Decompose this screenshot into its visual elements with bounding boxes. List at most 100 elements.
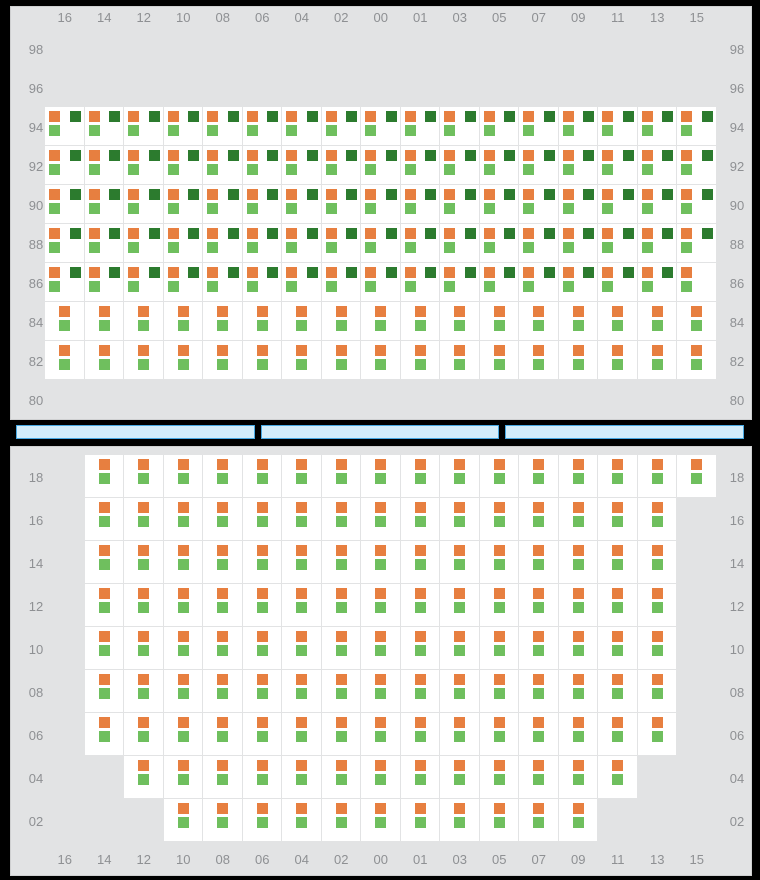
col-label: 06	[250, 11, 274, 24]
col-label: 02	[329, 11, 353, 24]
rack-cell	[45, 68, 85, 107]
status-marker	[612, 588, 623, 599]
status-marker	[168, 125, 179, 136]
row-label: 14	[725, 557, 749, 570]
status-marker	[336, 502, 347, 513]
status-marker	[89, 242, 100, 253]
status-marker	[207, 164, 218, 175]
status-marker	[533, 359, 544, 370]
status-marker	[523, 267, 534, 278]
status-marker	[307, 189, 318, 200]
status-marker	[612, 688, 623, 699]
status-marker	[336, 803, 347, 814]
rack-cell	[282, 29, 322, 68]
status-marker	[247, 267, 258, 278]
status-marker	[454, 345, 465, 356]
status-marker	[563, 228, 574, 239]
status-marker	[533, 760, 544, 771]
status-marker	[89, 164, 100, 175]
rack-cell	[45, 541, 85, 584]
status-marker	[188, 150, 199, 161]
status-marker	[454, 473, 465, 484]
status-marker	[494, 717, 505, 728]
rack-cell	[638, 68, 678, 107]
col-label: 12	[132, 853, 156, 866]
status-marker	[365, 125, 376, 136]
status-marker	[138, 760, 149, 771]
status-marker	[533, 502, 544, 513]
status-marker	[573, 717, 584, 728]
status-marker	[425, 267, 436, 278]
rack-cell	[440, 29, 480, 68]
rack-cell	[45, 799, 85, 842]
status-marker	[138, 516, 149, 527]
status-marker	[454, 817, 465, 828]
status-marker	[365, 164, 376, 175]
status-marker	[365, 267, 376, 278]
status-marker	[691, 459, 702, 470]
status-marker	[138, 559, 149, 570]
status-marker	[494, 502, 505, 513]
status-marker	[375, 516, 386, 527]
status-marker	[70, 111, 81, 122]
col-label: 15	[685, 11, 709, 24]
status-marker	[681, 242, 692, 253]
status-marker	[494, 817, 505, 828]
status-marker	[583, 150, 594, 161]
status-marker	[138, 731, 149, 742]
status-marker	[326, 150, 337, 161]
row-label: 12	[725, 600, 749, 613]
status-marker	[178, 516, 189, 527]
status-marker	[504, 150, 515, 161]
status-marker	[296, 459, 307, 470]
status-marker	[168, 267, 179, 278]
status-marker	[573, 674, 584, 685]
status-marker	[563, 125, 574, 136]
status-marker	[296, 545, 307, 556]
status-marker	[602, 125, 613, 136]
row-label: 10	[725, 643, 749, 656]
status-marker	[375, 731, 386, 742]
status-marker	[178, 602, 189, 613]
status-marker	[217, 602, 228, 613]
status-marker	[296, 803, 307, 814]
status-marker	[70, 228, 81, 239]
status-marker	[188, 267, 199, 278]
status-marker	[454, 459, 465, 470]
status-marker	[217, 306, 228, 317]
status-marker	[296, 473, 307, 484]
status-marker	[336, 645, 347, 656]
status-marker	[267, 150, 278, 161]
status-marker	[286, 189, 297, 200]
status-marker	[89, 267, 100, 278]
status-marker	[99, 320, 110, 331]
row-label: 02	[725, 815, 749, 828]
rack-cell	[519, 380, 559, 419]
status-marker	[89, 150, 100, 161]
status-marker	[257, 473, 268, 484]
status-marker	[405, 111, 416, 122]
status-marker	[178, 674, 189, 685]
status-marker	[415, 774, 426, 785]
status-marker	[138, 602, 149, 613]
status-marker	[602, 164, 613, 175]
aisle-band	[10, 424, 750, 440]
status-marker	[533, 731, 544, 742]
status-marker	[415, 459, 426, 470]
status-marker	[652, 473, 663, 484]
status-marker	[386, 189, 397, 200]
status-marker	[415, 688, 426, 699]
status-marker	[138, 545, 149, 556]
col-label: 09	[566, 11, 590, 24]
status-marker	[602, 242, 613, 253]
rack-cell	[322, 380, 362, 419]
rack-cell	[243, 68, 283, 107]
status-marker	[454, 674, 465, 685]
col-label: 03	[448, 853, 472, 866]
status-marker	[99, 502, 110, 513]
status-marker	[652, 502, 663, 513]
status-marker	[533, 774, 544, 785]
status-marker	[286, 203, 297, 214]
status-marker	[415, 817, 426, 828]
status-marker	[454, 803, 465, 814]
